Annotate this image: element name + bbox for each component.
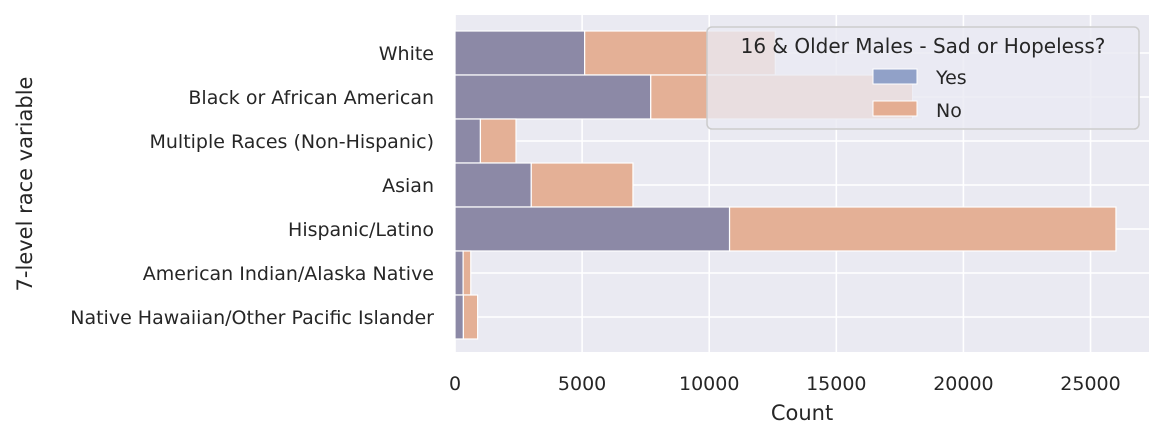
legend: 16 & Older Males - Sad or Hopeless? Yes … xyxy=(706,26,1140,130)
y-tick-label: White xyxy=(379,43,434,65)
bar-yes xyxy=(454,250,464,296)
legend-label-yes: Yes xyxy=(935,67,967,89)
bar-no xyxy=(479,118,517,164)
bar-yes xyxy=(454,74,652,120)
y-tick-label: American Indian/Alaska Native xyxy=(143,263,434,285)
bar-yes xyxy=(454,294,464,340)
y-axis-title: 7-level race variable xyxy=(13,77,37,292)
y-tick-label: Multiple Races (Non-Hispanic) xyxy=(149,131,434,153)
x-tick-labels: 0 5000 10000 15000 20000 25000 xyxy=(449,373,1121,395)
legend-swatch-yes xyxy=(872,68,918,85)
x-tick-label: 5000 xyxy=(558,373,606,395)
x-tick-label: 25000 xyxy=(1060,373,1120,395)
legend-swatch-no xyxy=(872,100,918,117)
y-tick-label: Native Hawaiian/Other Pacific Islander xyxy=(70,307,434,329)
bar-yes xyxy=(454,118,482,164)
bar-no xyxy=(462,250,472,296)
bar-yes xyxy=(454,162,532,208)
bar-no xyxy=(530,162,634,208)
legend-title: 16 & Older Males - Sad or Hopeless? xyxy=(741,34,1106,58)
x-tick-label: 0 xyxy=(449,373,461,395)
y-tick-label: Asian xyxy=(382,175,434,197)
bar-no xyxy=(462,294,479,340)
x-tick-label: 15000 xyxy=(806,373,866,395)
x-axis-title: Count xyxy=(771,401,833,425)
bar-yes xyxy=(454,206,731,252)
y-tick-labels: White Black or African American Multiple R… xyxy=(70,43,434,329)
y-tick-label: Hispanic/Latino xyxy=(288,219,434,241)
x-tick-label: 20000 xyxy=(933,373,993,395)
y-tick-label: Black or African American xyxy=(188,87,434,109)
legend-box xyxy=(706,26,1140,130)
x-tick-label: 10000 xyxy=(679,373,739,395)
bar-no xyxy=(728,206,1117,252)
legend-label-no: No xyxy=(936,100,962,122)
bar-yes xyxy=(454,30,586,76)
